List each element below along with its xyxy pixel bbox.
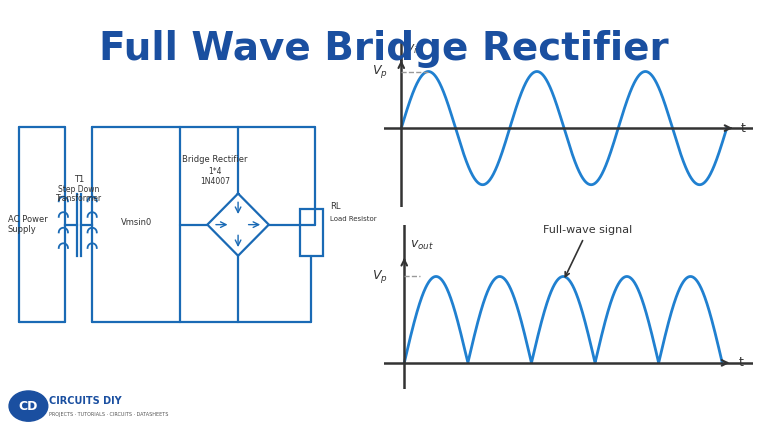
Text: 1*4: 1*4 (208, 167, 222, 176)
Text: $V_p$: $V_p$ (372, 268, 388, 285)
Text: Transformer: Transformer (55, 194, 102, 203)
Text: CIRCUITS DIY: CIRCUITS DIY (49, 396, 122, 406)
Text: PROJECTS · TUTORIALS · CIRCUITS · DATASHEETS: PROJECTS · TUTORIALS · CIRCUITS · DATASH… (49, 412, 168, 417)
FancyBboxPatch shape (300, 209, 323, 256)
Text: $v_{in}$: $v_{in}$ (406, 43, 423, 56)
Text: RL: RL (330, 202, 341, 211)
Text: Vmsin0: Vmsin0 (121, 218, 152, 227)
Text: t: t (740, 122, 746, 135)
Text: Step Down: Step Down (58, 184, 99, 194)
Text: 1N4007: 1N4007 (200, 177, 230, 186)
Text: t: t (739, 356, 743, 369)
Text: Bridge Rectifier: Bridge Rectifier (182, 156, 248, 165)
Text: $v_{out}$: $v_{out}$ (410, 239, 435, 252)
Text: Load Resistor: Load Resistor (330, 216, 377, 222)
Text: T1: T1 (74, 175, 84, 184)
Circle shape (9, 391, 48, 421)
Text: CD: CD (18, 400, 38, 413)
Text: $V_p$: $V_p$ (372, 63, 387, 80)
Text: AC Power
Supply: AC Power Supply (8, 215, 48, 234)
Text: Full-wave signal: Full-wave signal (543, 225, 632, 276)
Text: Full Wave Bridge Rectifier: Full Wave Bridge Rectifier (99, 30, 669, 68)
